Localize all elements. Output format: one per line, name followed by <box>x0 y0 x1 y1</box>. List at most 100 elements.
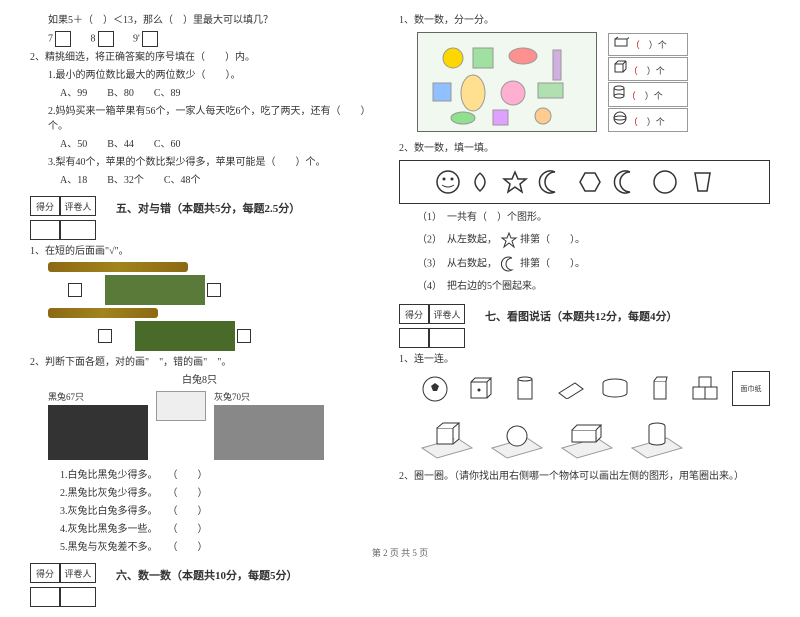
black-rabbit-label: 黑兔67只 <box>48 391 148 405</box>
score-label: 得分 <box>399 304 429 324</box>
score-box: 得分 评卷人 七、看图说话（本题共12分，每题4分） <box>399 304 770 324</box>
num-7: 7 <box>48 33 53 44</box>
grader-blank[interactable] <box>429 328 465 348</box>
r-q2: 2、数一数，填一填。 <box>399 141 770 156</box>
grader-label: 评卷人 <box>429 304 465 324</box>
answer-box[interactable] <box>55 31 71 47</box>
dice-icon <box>462 371 497 406</box>
assorted-shapes-icon <box>423 38 593 128</box>
page-footer: 第 2 页 共 5 页 <box>0 546 800 559</box>
section-6-title: 六、数一数（本题共10分，每题5分） <box>116 567 298 583</box>
cylinder-row: （ ）个 <box>608 82 688 107</box>
unit: ）个 <box>647 66 665 76</box>
cube-on-surface-icon <box>417 418 477 463</box>
grader-blank[interactable] <box>60 587 96 607</box>
q2-2: 2.妈妈买来一箱苹果有56个，一家人每天吃6个，吃了两天，还有（ ）个。 <box>30 104 369 134</box>
answer-box[interactable] <box>142 31 158 47</box>
blocks-icon <box>687 371 722 406</box>
objects-row: 面巾纸 <box>399 371 770 406</box>
rope-short <box>48 308 158 318</box>
q2-3-opts: A、18 B、32个 C、48个 <box>30 173 369 188</box>
solids-row <box>399 418 770 463</box>
judge-4: 4.灰兔比黑兔多一些。 （ ） <box>30 522 369 537</box>
grey-rabbit-label: 灰兔70只 <box>214 391 324 405</box>
check-box[interactable] <box>68 283 82 297</box>
score-label: 得分 <box>30 563 60 583</box>
score-box: 得分 评卷人 六、数一数（本题共10分，每题5分） <box>30 563 369 583</box>
moon-icon <box>500 255 518 273</box>
shapes-container <box>417 32 597 132</box>
white-rabbits-image <box>156 391 206 421</box>
judge-1: 1.白兔比黑兔少得多。 （ ） <box>30 468 369 483</box>
sub-4: （4） 把右边的5个圈起来。 <box>399 279 770 294</box>
q5-2: 2、判断下面各题，对的画" "，错的画" "。 <box>30 355 369 370</box>
judge-2: 2.黑兔比灰兔少得多。 （ ） <box>30 486 369 501</box>
cuboid-on-surface-icon <box>557 418 617 463</box>
cube-row: （ ）个 <box>608 57 688 82</box>
answer-box[interactable] <box>98 31 114 47</box>
sphere-icon <box>613 111 627 125</box>
score-box: 得分 评卷人 五、对与错（本题共5分，每题2.5分） <box>30 196 369 216</box>
score-blank[interactable] <box>399 328 429 348</box>
eraser-icon <box>552 371 587 406</box>
drum-icon <box>597 371 632 406</box>
grader-label: 评卷人 <box>60 196 96 216</box>
sub-3b: 排第（ ）。 <box>520 258 585 269</box>
grey-rabbits-image <box>214 405 324 460</box>
can-icon <box>507 371 542 406</box>
unit: ）个 <box>647 117 665 127</box>
question-text: 如果5＋（ ）＜13，那么（ ）里最大可以填几？ <box>30 13 369 28</box>
question-2-title: 2、精挑细选，将正确答案的序号填在（ ）内。 <box>30 50 369 65</box>
sub-3a: （3） 从右数起， <box>417 258 497 269</box>
q7-1: 1、连一连。 <box>399 352 770 367</box>
sub-1: （1） 一共有（ ）个图形。 <box>399 210 770 225</box>
judge-3: 3.灰兔比白兔多得多。 （ ） <box>30 504 369 519</box>
unit: ）个 <box>649 40 667 50</box>
grader-blank[interactable] <box>60 220 96 240</box>
shapes-row-box <box>399 160 770 204</box>
grader-label: 评卷人 <box>60 563 96 583</box>
star-icon <box>500 231 518 249</box>
paren: （ <box>631 40 640 50</box>
sphere-row: （ ）个 <box>608 108 688 133</box>
rope-long <box>48 262 188 272</box>
q2-3: 3.梨有40个，苹果的个数比梨少得多，苹果可能是（ ）个。 <box>30 155 369 170</box>
paren: （ <box>629 66 638 76</box>
unit: ）个 <box>645 91 663 101</box>
crocodile-image <box>135 321 235 351</box>
rabbits-image <box>48 405 148 460</box>
cube-icon <box>613 60 627 74</box>
sub-2a: （2） 从左数起， <box>417 234 497 245</box>
snake-image <box>105 275 205 305</box>
score-blank[interactable] <box>30 220 60 240</box>
white-rabbit-label: 白兔8只 <box>182 375 217 386</box>
paren: （ <box>629 117 638 127</box>
tissue-box-icon: 面巾纸 <box>732 371 770 406</box>
q2-1: 1.最小的两位数比最大的两位数少（ ）。 <box>30 68 369 83</box>
num-9: 9 <box>133 33 138 44</box>
q2-2-opts: A、50 B、44 C、60 <box>30 137 369 152</box>
score-blank[interactable] <box>30 587 60 607</box>
cuboid-icon <box>613 36 629 48</box>
section-7-title: 七、看图说话（本题共12分，每题4分） <box>485 308 678 324</box>
soccer-ball-icon <box>417 371 452 406</box>
shape-count-list: （ ）个 （ ）个 （ ）个 （ ）个 <box>608 32 688 133</box>
cylinder-on-surface-icon <box>627 418 687 463</box>
check-box[interactable] <box>98 329 112 343</box>
section-5-title: 五、对与错（本题共5分，每题2.5分） <box>116 200 300 216</box>
sub-2b: 排第（ ）。 <box>520 234 585 245</box>
paren: （ <box>627 91 636 101</box>
check-box[interactable] <box>207 283 221 297</box>
cuboid-row: （ ）个 <box>608 33 688 56</box>
q2-1-opts: A、99 B、80 C、89 <box>30 86 369 101</box>
r-q1: 1、数一数，分一分。 <box>399 13 770 28</box>
eight-shapes-icon <box>430 167 740 197</box>
score-label: 得分 <box>30 196 60 216</box>
q7-2: 2、圈一圈。（请你找出用右侧哪一个物体可以画出左侧的图形，用笔圈出来。） <box>399 469 770 484</box>
num-8: 8 <box>91 33 96 44</box>
sphere-on-surface-icon <box>487 418 547 463</box>
cylinder-icon <box>613 85 625 99</box>
milk-icon <box>642 371 677 406</box>
check-box[interactable] <box>237 329 251 343</box>
q5-1: 1、在短的后面画"√"。 <box>30 244 369 259</box>
